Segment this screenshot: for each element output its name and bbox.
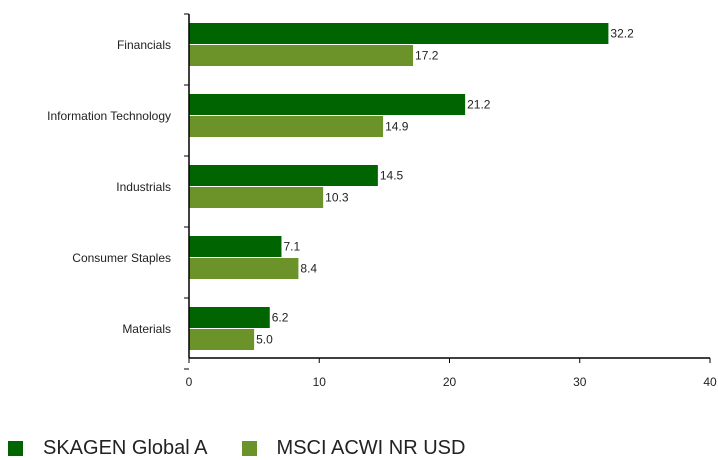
bar-skagen-global-a-information-technology [189,94,466,115]
bar-msci-acwi-nr-usd-materials [189,329,255,350]
bar-skagen-global-a-materials [189,307,270,328]
data-label-skagen-global-a-financials: 32.2 [610,27,634,41]
legend-item-skagen-global-a: SKAGEN Global A [8,437,208,460]
data-label-msci-acwi-nr-usd-financials: 17.2 [415,49,439,63]
category-label: Financials [117,38,171,52]
data-label-msci-acwi-nr-usd-consumer-staples: 8.4 [300,262,317,276]
data-label-msci-acwi-nr-usd-industrials: 10.3 [325,191,349,205]
legend-label: MSCI ACWI NR USD [276,436,466,459]
data-label-skagen-global-a-industrials: 14.5 [380,169,404,183]
category-label: Industrials [116,180,171,194]
data-label-skagen-global-a-consumer-staples: 7.1 [283,240,300,254]
x-axis-tick-label: 40 [703,375,717,389]
category-label: Materials [122,322,171,336]
bar-msci-acwi-nr-usd-consumer-staples [189,258,299,279]
x-axis-tick-label: 10 [313,375,327,389]
bar-msci-acwi-nr-usd-financials [189,45,414,66]
data-label-msci-acwi-nr-usd-materials: 5.0 [256,333,273,347]
bar-skagen-global-a-industrials [189,165,378,186]
legend-label: SKAGEN Global A [43,436,208,459]
legend-swatch [241,440,257,456]
data-label-skagen-global-a-information-technology: 21.2 [467,98,491,112]
x-axis-tick-label: 0 [186,375,193,389]
chart-legend: SKAGEN Global A MSCI ACWI NR USD [8,436,499,460]
bar-chart-plot: 32.2 17.2 Financials 21.2 14.9 Information Te… [47,13,717,389]
x-axis-tick-label: 20 [443,375,457,389]
legend-swatch [8,440,23,456]
legend-item-msci-acwi-nr-usd: MSCI ACWI NR USD [241,436,466,460]
data-label-msci-acwi-nr-usd-information-technology: 14.9 [385,120,409,134]
bar-skagen-global-a-financials [189,23,609,44]
category-label: Consumer Staples [72,251,171,265]
bar-msci-acwi-nr-usd-industrials [189,187,324,208]
category-label: Information Technology [47,109,171,123]
x-axis-tick-label: 30 [573,375,587,389]
data-label-skagen-global-a-materials: 6.2 [272,311,289,325]
bar-skagen-global-a-consumer-staples [189,236,282,257]
bar-msci-acwi-nr-usd-information-technology [189,116,384,137]
